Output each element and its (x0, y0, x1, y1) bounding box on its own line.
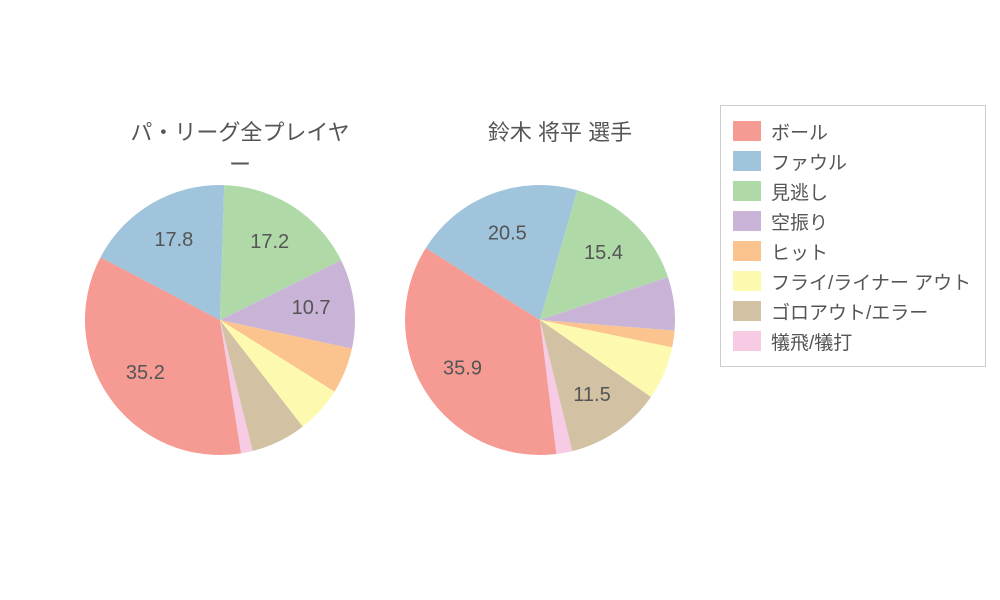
pie-label-foul: 17.8 (154, 229, 193, 251)
legend-swatch-hit (733, 241, 761, 261)
pie-right: 35.9 20.5 15.4 11.5 (403, 183, 677, 457)
legend-swatch-minogashi (733, 181, 761, 201)
legend-item-goro: ゴロアウト/エラー (733, 296, 971, 326)
legend-swatch-flyliner (733, 271, 761, 291)
legend-swatch-goro (733, 301, 761, 321)
legend-item-minogashi: 見逃し (733, 176, 971, 206)
pie-label-goro: 11.5 (573, 384, 610, 406)
legend-label-ball: ボール (771, 118, 828, 145)
pie-left: 35.2 17.8 17.2 10.7 (83, 183, 357, 457)
legend-label-flyliner: フライ/ライナー アウト (771, 268, 971, 295)
legend: ボールファウル見逃し空振りヒットフライ/ライナー アウトゴロアウト/エラー犠飛/… (720, 105, 986, 367)
legend-swatch-karaburi (733, 211, 761, 231)
legend-item-karaburi: 空振り (733, 206, 971, 236)
chart-title-right: 鈴木 将平 選手 (440, 115, 680, 147)
legend-label-foul: ファウル (771, 148, 847, 175)
legend-item-foul: ファウル (733, 146, 971, 176)
legend-label-karaburi: 空振り (771, 208, 828, 235)
legend-label-gihi: 犠飛/犠打 (771, 328, 852, 355)
legend-swatch-ball (733, 121, 761, 141)
pie-label-karaburi: 10.7 (292, 297, 331, 319)
pie-label-minogashi: 15.4 (584, 242, 623, 264)
legend-item-hit: ヒット (733, 236, 971, 266)
legend-item-ball: ボール (733, 116, 971, 146)
legend-swatch-foul (733, 151, 761, 171)
legend-label-minogashi: 見逃し (771, 178, 828, 205)
chart-stage: パ・リーグ全プレイヤー 35.2 17.8 17.2 10.7 鈴木 将平 選手 35.9 2… (0, 0, 1000, 600)
pie-label-ball: 35.9 (443, 357, 482, 379)
legend-swatch-gihi (733, 331, 761, 351)
chart-title-left: パ・リーグ全プレイヤー (120, 115, 360, 179)
legend-item-gihi: 犠飛/犠打 (733, 326, 971, 356)
pie-label-minogashi: 17.2 (250, 231, 289, 253)
legend-label-goro: ゴロアウト/エラー (771, 298, 928, 325)
pie-label-foul: 20.5 (488, 222, 527, 244)
pie-label-ball: 35.2 (126, 362, 165, 384)
legend-item-flyliner: フライ/ライナー アウト (733, 266, 971, 296)
legend-label-hit: ヒット (771, 238, 828, 265)
